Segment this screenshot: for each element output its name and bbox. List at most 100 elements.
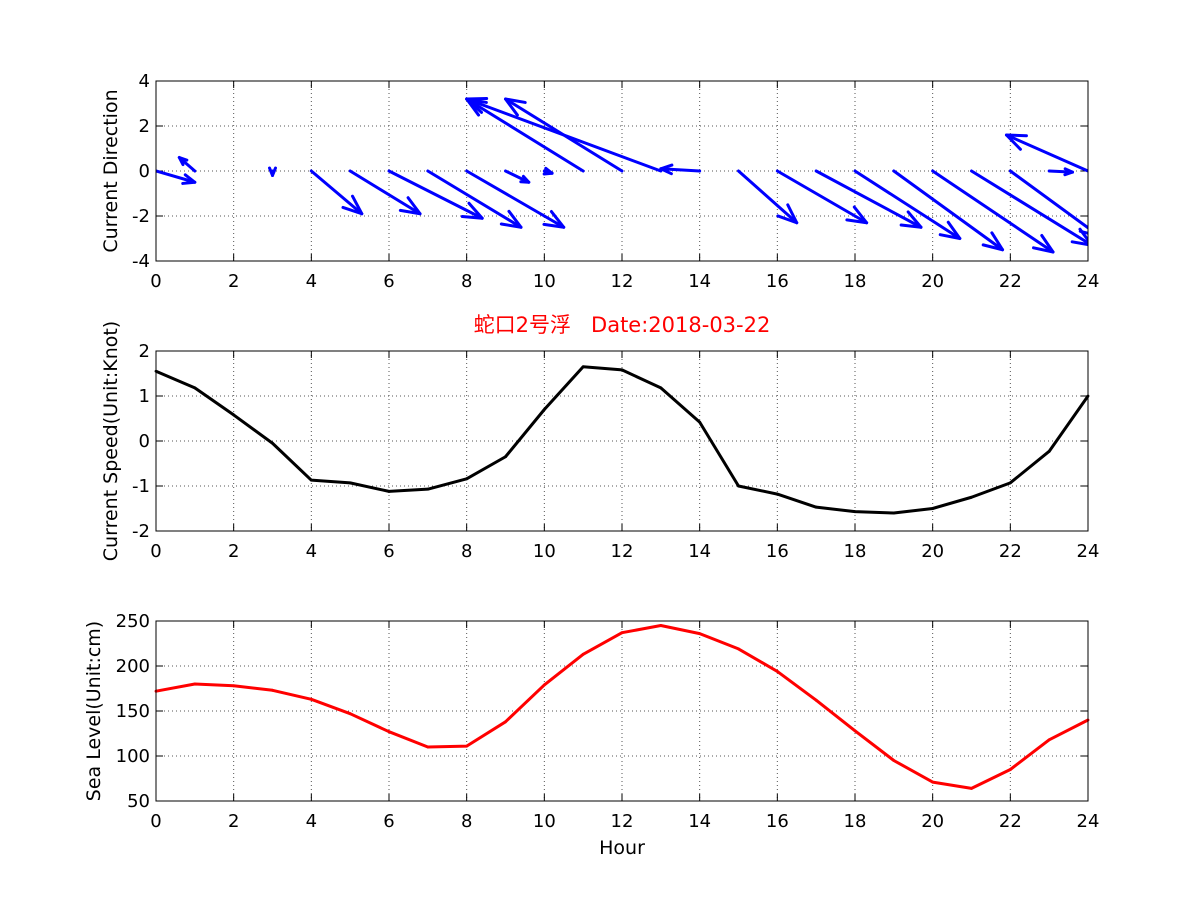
current-speed-data-point bbox=[193, 386, 197, 390]
current-direction-ytick-label: 0 bbox=[139, 161, 150, 182]
sea-level-xtick-label: 14 bbox=[688, 811, 711, 832]
current-speed-axes-frame bbox=[155, 350, 1089, 532]
sea-level-data-point bbox=[775, 670, 779, 673]
quiver-arrow bbox=[892, 169, 1005, 252]
sea-level-xtick-label: 8 bbox=[461, 811, 472, 832]
current-speed-xtick-label: 0 bbox=[150, 541, 161, 562]
sea-level-xtick-label: 24 bbox=[1077, 811, 1100, 832]
sea-level-data-point bbox=[698, 632, 702, 635]
current-speed-ylabel: Current Speed(Unit:Knot) bbox=[100, 321, 122, 561]
quiver-arrow bbox=[426, 169, 523, 229]
current-speed-xtick-label: 12 bbox=[611, 541, 634, 562]
quiver-arrow bbox=[465, 97, 663, 173]
current-speed-data-point bbox=[1047, 449, 1051, 453]
current-direction-xtick-label: 22 bbox=[999, 271, 1022, 292]
current-speed-data-point bbox=[620, 368, 624, 372]
current-direction-xtick-label: 20 bbox=[921, 271, 944, 292]
current-direction-xtick-label: 10 bbox=[533, 271, 556, 292]
current-direction-ytick-label: 4 bbox=[139, 71, 150, 92]
current-speed-data-point bbox=[348, 481, 352, 485]
quiver-arrow bbox=[1008, 169, 1088, 235]
current-speed-data-point bbox=[853, 510, 857, 514]
sea-level-xtick-label: 10 bbox=[533, 811, 556, 832]
sea-level-xtick-label: 2 bbox=[228, 811, 239, 832]
current-speed-data-point bbox=[426, 487, 430, 491]
current-speed-ytick-label: 1 bbox=[139, 386, 150, 407]
quiver-arrow bbox=[177, 156, 197, 173]
current-speed-data-point bbox=[542, 408, 546, 411]
current-direction-xtick-label: 8 bbox=[461, 271, 472, 292]
quiver-arrow bbox=[814, 169, 923, 229]
current-speed-ytick-label: 0 bbox=[139, 431, 150, 452]
current-speed-data-point bbox=[387, 490, 391, 493]
current-speed-data-point bbox=[931, 507, 935, 510]
sea-level-data-point bbox=[348, 712, 352, 716]
quiver-arrow bbox=[268, 166, 277, 177]
current-speed-data-point bbox=[271, 441, 274, 445]
current-speed-xtick-label: 4 bbox=[306, 541, 317, 562]
sea-level-data-point bbox=[853, 729, 857, 733]
sea-level-data-point bbox=[892, 759, 896, 762]
sea-level-xlabel: Hour bbox=[599, 837, 645, 859]
sea-level-data-point bbox=[271, 688, 274, 692]
sea-level-ytick-label: 150 bbox=[116, 701, 150, 722]
current-speed-xtick-label: 8 bbox=[461, 541, 472, 562]
current-direction-xtick-label: 4 bbox=[306, 271, 317, 292]
sea-level-data-point bbox=[814, 698, 818, 702]
current-speed-xtick-label: 16 bbox=[766, 541, 789, 562]
quiver-arrow bbox=[931, 169, 1055, 254]
sea-level-data-point bbox=[387, 730, 391, 734]
current-speed-data-point bbox=[504, 455, 507, 459]
sea-level-ytick-label: 200 bbox=[116, 656, 150, 677]
quiver-arrow bbox=[348, 169, 422, 216]
current-speed-data-point bbox=[581, 365, 585, 369]
sea-level-ylabel: Sea Level(Unit:cm) bbox=[83, 621, 105, 801]
sea-level-data-point bbox=[737, 647, 740, 651]
sea-level-data-point bbox=[309, 697, 313, 701]
current-speed-data-point bbox=[737, 484, 740, 488]
sea-level-axes-frame bbox=[155, 620, 1089, 802]
sea-level-data-point bbox=[1047, 738, 1051, 742]
quiver-arrow bbox=[853, 169, 962, 240]
current-direction-xtick-label: 0 bbox=[150, 271, 161, 292]
quiver-arrow bbox=[309, 169, 364, 216]
current-speed-data-point bbox=[232, 413, 236, 417]
quiver-arrow bbox=[156, 169, 197, 185]
sea-level-data-point bbox=[620, 631, 624, 635]
current-speed-xtick-label: 18 bbox=[844, 541, 867, 562]
current-direction-axes-frame bbox=[155, 80, 1089, 262]
current-speed-data-point bbox=[309, 478, 313, 482]
current-direction-xtick-label: 24 bbox=[1077, 271, 1100, 292]
quiver-arrow bbox=[970, 169, 1088, 247]
sea-level-xtick-label: 22 bbox=[999, 811, 1022, 832]
current-speed-data-point bbox=[698, 420, 702, 424]
current-speed-data-point bbox=[465, 477, 469, 481]
current-speed-xtick-label: 14 bbox=[688, 541, 711, 562]
sea-level-data-point bbox=[542, 683, 546, 687]
current-speed-xtick-label: 24 bbox=[1077, 541, 1100, 562]
quiver-arrow bbox=[775, 169, 869, 225]
sea-level-xtick-label: 0 bbox=[150, 811, 161, 832]
current-speed-data-point bbox=[814, 505, 818, 509]
current-speed-xtick-label: 22 bbox=[999, 541, 1022, 562]
current-direction-xtick-label: 6 bbox=[383, 271, 394, 292]
current-direction-ylabel: Current Direction bbox=[100, 89, 122, 252]
sea-level-data-point bbox=[931, 780, 935, 784]
current-speed-ytick-label: 2 bbox=[139, 341, 150, 362]
sea-level-xtick-label: 20 bbox=[921, 811, 944, 832]
sea-level-ytick-label: 250 bbox=[116, 611, 150, 632]
sea-level-ytick-label: 50 bbox=[127, 791, 150, 812]
current-speed-data-point bbox=[659, 386, 663, 390]
sea-level-data-point bbox=[581, 652, 585, 656]
sea-level-ytick-label: 100 bbox=[116, 746, 150, 767]
current-direction-ytick-label: -2 bbox=[132, 206, 150, 227]
sea-level-xtick-label: 6 bbox=[383, 811, 394, 832]
current-speed-xtick-label: 20 bbox=[921, 541, 944, 562]
sea-level-data-point bbox=[426, 745, 430, 749]
quiver-arrow bbox=[465, 169, 566, 229]
current-speed-ytick-label: -1 bbox=[132, 476, 150, 497]
sea-level-data-point bbox=[659, 624, 663, 627]
current-direction-ytick-label: 2 bbox=[139, 116, 150, 137]
